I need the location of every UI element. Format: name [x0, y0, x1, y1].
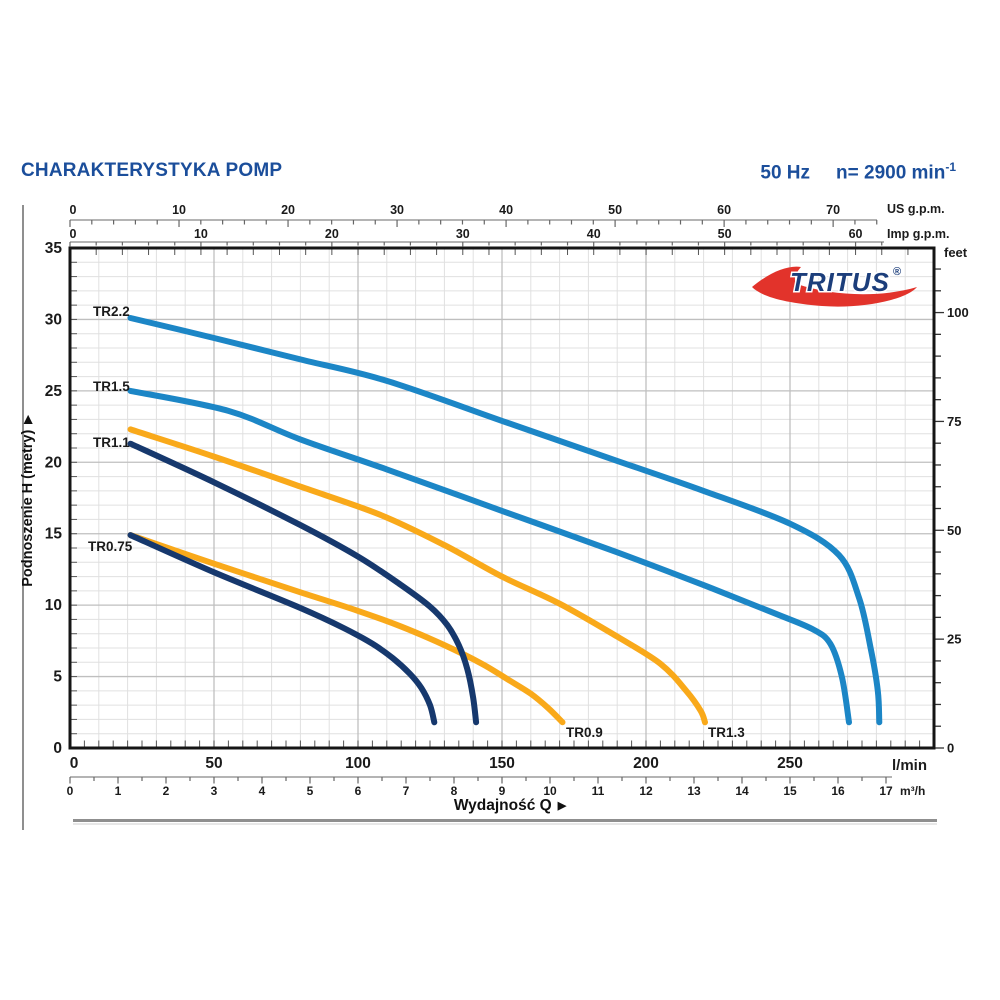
us-gpm-tick-label: 50 — [608, 203, 622, 217]
imp-gpm-tick-label: 0 — [70, 227, 77, 241]
head-axis-label-text: Podnoszenie H (metry) — [20, 429, 36, 587]
flow-axis-label: Wydajność Q ▶ — [370, 797, 650, 815]
lmin-tick-label: 150 — [489, 755, 515, 772]
pump-curves — [127, 315, 883, 726]
page-title: CHARAKTERYSTYKA POMP — [21, 160, 283, 181]
feet-tick-label: 25 — [947, 632, 961, 647]
curve-TR2.2 — [127, 315, 883, 726]
curve-label-TR0.9: TR0.9 — [566, 725, 603, 740]
m3h-tick-label: 12 — [639, 784, 653, 798]
head-tick-label: 30 — [45, 311, 62, 328]
speed-exponent: -1 — [945, 160, 956, 174]
lmin-tick-label: 250 — [777, 755, 803, 772]
m3h-tick-label: 4 — [259, 784, 266, 798]
frequency-value: 50 Hz — [760, 162, 811, 184]
m3h-tick-label: 13 — [687, 784, 701, 798]
m3h-axis-unit: m³/h — [900, 784, 926, 798]
imp-gpm-tick-label: 20 — [325, 227, 339, 241]
curve-TR1.3 — [127, 426, 708, 726]
m3h-tick-label: 10 — [543, 784, 557, 798]
head-axis-label: Podnoszenie H (metry) ▶ — [20, 376, 36, 626]
tritus-logo: TRITUS ® — [752, 266, 917, 307]
up-arrow-icon: ▶ — [22, 415, 34, 424]
m3h-tick-label: 3 — [211, 784, 218, 798]
m3h-tick-label: 5 — [307, 784, 314, 798]
imp-gpm-tick-label: 30 — [456, 227, 470, 241]
lmin-tick-label: 200 — [633, 755, 659, 772]
imp-gpm-axis — [69, 241, 884, 247]
m3h-tick-label: 2 — [163, 784, 170, 798]
us-gpm-tick-label: 30 — [390, 203, 404, 217]
right-arrow-icon: ▶ — [557, 800, 567, 812]
head-tick-label: 35 — [45, 240, 63, 257]
lmin-axis-unit: l/min — [892, 757, 928, 774]
m3h-tick-label: 6 — [355, 784, 362, 798]
us-gpm-tick-label: 10 — [172, 203, 186, 217]
tritus-logo-text: TRITUS — [790, 267, 890, 297]
imp-gpm-tick-label: 40 — [587, 227, 601, 241]
m3h-tick-label: 1 — [115, 784, 122, 798]
curve-label-TR1.5: TR1.5 — [93, 379, 130, 394]
curve-TR0.9 — [127, 532, 566, 726]
border-ticks — [71, 249, 921, 747]
imp-gpm-axis-unit: Imp g.p.m. — [887, 227, 950, 241]
m3h-tick-label: 11 — [592, 784, 605, 798]
m3h-axis — [69, 776, 892, 784]
registered-mark: ® — [893, 266, 901, 278]
head-tick-label: 5 — [53, 669, 62, 686]
m3h-tick-label: 0 — [67, 784, 74, 798]
curve-label-TR2.2: TR2.2 — [93, 304, 130, 319]
imp-gpm-tick-label: 60 — [849, 227, 863, 241]
plot-border — [68, 246, 936, 750]
head-tick-label: 15 — [45, 526, 63, 543]
curve-label-TR0.75: TR0.75 — [88, 539, 133, 554]
m3h-tick-label: 14 — [735, 784, 749, 798]
curve-label-TR1.1: TR1.1 — [93, 435, 130, 450]
m3h-tick-label: 9 — [499, 784, 506, 798]
us-gpm-axis-unit: US g.p.m. — [887, 202, 945, 216]
m3h-tick-label: 15 — [783, 784, 797, 798]
flow-axis-label-text: Wydajność Q — [453, 797, 552, 814]
feet-tick-label: 75 — [947, 414, 961, 429]
feet-tick-label: 0 — [947, 741, 954, 756]
lmin-tick-label: 0 — [70, 755, 79, 772]
m3h-tick-label: 17 — [879, 784, 893, 798]
feet-axis-unit: feet — [944, 245, 968, 260]
us-gpm-tick-label: 40 — [499, 203, 513, 217]
us-gpm-axis — [69, 219, 878, 227]
curve-label-TR1.3: TR1.3 — [708, 725, 745, 740]
feet-tick-label: 50 — [947, 523, 961, 538]
lmin-tick-label: 50 — [205, 755, 222, 772]
lmin-tick-label: 100 — [345, 755, 371, 772]
head-tick-label: 20 — [45, 454, 62, 471]
imp-gpm-tick-label: 10 — [194, 227, 208, 241]
curve-TR1.1 — [127, 440, 480, 726]
us-gpm-tick-label: 60 — [717, 203, 731, 217]
feet-axis — [935, 268, 944, 749]
us-gpm-tick-label: 70 — [826, 203, 840, 217]
head-tick-label: 25 — [45, 383, 63, 400]
feet-tick-label: 100 — [947, 305, 969, 320]
curve-TR1.5 — [127, 387, 852, 726]
head-tick-label: 0 — [53, 740, 62, 757]
tritus-swoosh — [752, 266, 917, 307]
us-gpm-tick-label: 0 — [70, 203, 77, 217]
head-tick-label: 10 — [45, 597, 62, 614]
m3h-tick-label: 8 — [451, 784, 458, 798]
us-gpm-tick-label: 20 — [281, 203, 295, 217]
imp-gpm-tick-label: 50 — [718, 227, 732, 241]
grid — [70, 248, 934, 748]
speed-value: n= 2900 min — [836, 162, 946, 184]
m3h-tick-label: 16 — [831, 784, 845, 798]
m3h-tick-label: 7 — [403, 784, 410, 798]
frequency-speed-label: 50 Hz n= 2900 min-1 — [760, 160, 956, 184]
curve-TR0.75 — [127, 532, 438, 726]
